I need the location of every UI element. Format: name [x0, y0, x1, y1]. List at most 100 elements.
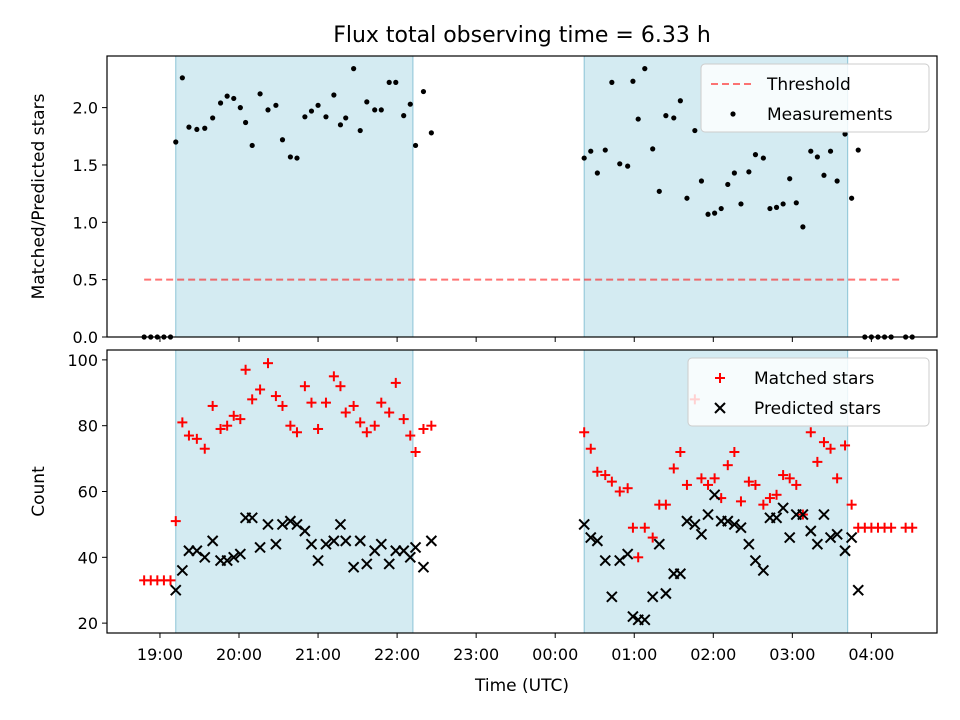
- matched-stars-point-70: [771, 489, 782, 500]
- measurements-point-7: [186, 124, 192, 130]
- x-tick-label-9: 04:00: [848, 645, 894, 664]
- measurements-point-79: [834, 178, 840, 184]
- predicted-stars-point-16-b: [284, 515, 297, 527]
- matched-stars-point-38: [405, 430, 416, 441]
- measurements-point-51: [642, 66, 648, 72]
- predicted-stars-point-40-b: [599, 554, 611, 567]
- predicted-stars-point-12: [254, 541, 266, 554]
- predicted-stars-point-38-b: [585, 531, 597, 544]
- predicted-stars-point-53: [689, 518, 701, 531]
- predicted-stars-point-36: [425, 535, 438, 547]
- matched-stars-point-30: [348, 400, 359, 411]
- matched-stars-point-59: [696, 473, 707, 484]
- predicted-stars-point-51: [674, 568, 687, 580]
- predicted-stars-point-33-b: [404, 551, 416, 564]
- predicted-stars-point-1: [176, 564, 189, 577]
- measurements-point-44: [594, 170, 600, 176]
- matched-stars-point-72: [784, 473, 795, 484]
- predicted-stars-point-58: [722, 515, 734, 527]
- legend-entry-matched-stars: Matched stars: [715, 369, 874, 389]
- x-axis-label: Time (UTC): [474, 676, 569, 696]
- matched-stars-point-34: [376, 397, 387, 408]
- matched-stars-point-20: [277, 400, 288, 411]
- x-tick-label-3: 22:00: [374, 645, 420, 664]
- predicted-stars-point-7-b: [221, 554, 233, 567]
- measurements-point-37: [401, 113, 407, 119]
- predicted-stars-point-69-b: [797, 508, 809, 521]
- predicted-stars-point-22: [328, 535, 340, 547]
- predicted-stars-point-52: [681, 515, 693, 527]
- predicted-stars-point-43-b: [621, 548, 634, 560]
- measurements-point-66: [746, 169, 752, 175]
- predicted-stars-point-0-b: [170, 584, 182, 596]
- measurements-point-52: [650, 146, 656, 152]
- matched-stars-point-43: [585, 443, 596, 454]
- matched-stars-point-48: [622, 483, 633, 494]
- predicted-stars-point-22-b: [328, 535, 340, 547]
- predicted-stars-point-43: [621, 548, 634, 560]
- matched-stars-point-61: [709, 473, 720, 484]
- x-tick-label-4: 23:00: [453, 645, 499, 664]
- predicted-stars-point-16: [284, 515, 297, 527]
- predicted-stars-point-55: [702, 508, 714, 521]
- legend-entry-predicted-stars: Predicted stars: [714, 399, 881, 419]
- predicted-stars-point-4: [199, 551, 211, 564]
- x-tick-label-1: 20:00: [216, 645, 262, 664]
- matched-stars-point-32: [361, 427, 372, 438]
- predicted-stars-point-25-b: [347, 561, 360, 573]
- legend-top: Threshold Measurements: [700, 63, 930, 133]
- predicted-stars-point-48-b: [653, 538, 665, 550]
- legend-bottom: Matched stars Predicted stars: [687, 357, 930, 427]
- legend-entry-measurements: Measurements: [730, 105, 893, 125]
- measurements-point-26: [323, 114, 329, 120]
- measurements-point-31: [357, 127, 363, 134]
- matched-stars-point-66: [743, 476, 754, 487]
- measurements-point-23: [302, 114, 308, 120]
- predicted-stars-point-55-b: [702, 508, 714, 521]
- predicted-stars-point-74: [831, 528, 843, 540]
- predicted-stars-point-39: [591, 535, 604, 547]
- observing-window-bottom-0: [175, 349, 414, 634]
- predicted-stars-point-62: [749, 554, 762, 567]
- predicted-stars-point-66: [777, 502, 789, 514]
- predicted-stars-point-41-b: [606, 591, 618, 603]
- measurements-point-17: [257, 91, 263, 97]
- legend-entry-threshold: Threshold: [711, 75, 851, 95]
- matched-stars-point-16: [247, 394, 258, 405]
- predicted-stars-point-46: [639, 614, 651, 626]
- predicted-stars-point-58-b: [722, 515, 734, 527]
- matched-stars-point-8: [191, 433, 202, 444]
- predicted-stars-point-19-b: [305, 538, 318, 550]
- measurements-point-42: [581, 155, 587, 161]
- count-panel: 20 40 60 80 100 19:00 20:00 21:00 22:00 23:00 00:0…: [29, 349, 938, 696]
- measurements-point-80: [842, 131, 848, 137]
- measurements-point-25: [315, 102, 321, 108]
- measurements-point-11: [217, 100, 224, 106]
- measurements-point-65: [738, 201, 744, 207]
- predicted-stars-point-72: [818, 508, 830, 521]
- predicted-stars-point-67: [784, 531, 796, 544]
- matched-stars-point-29: [340, 407, 351, 418]
- measurements-point-68: [760, 155, 766, 161]
- predicted-stars-point-65: [770, 512, 783, 524]
- y-tick-label-bottom-4: 100: [67, 351, 98, 370]
- measurements-point-64: [731, 170, 737, 176]
- predicted-stars-point-11: [246, 512, 258, 524]
- matched-stars-point-46: [606, 476, 617, 487]
- predicted-stars-point-73-b: [824, 531, 837, 544]
- y-axis-label-top: Matched/Predicted stars: [29, 93, 49, 299]
- matched-stars-point-55: [668, 463, 679, 474]
- measurements-point-81: [849, 195, 855, 201]
- measurements-point-13: [231, 95, 237, 102]
- measurements-point-55: [671, 115, 677, 121]
- measurements-point-61: [712, 210, 718, 216]
- predicted-stars-point-46-b: [639, 614, 651, 626]
- legend-entry-matched-stars-label: Matched stars: [754, 369, 874, 389]
- measurements-point-56: [677, 98, 683, 104]
- predicted-stars-point-25: [347, 561, 360, 573]
- legend-entry-predicted-stars-marker-b: [714, 402, 726, 414]
- matched-stars-point-19: [270, 391, 281, 402]
- axes-frame-top: [106, 55, 938, 338]
- predicted-stars-point-75: [839, 545, 851, 557]
- measurements-point-20: [279, 137, 286, 143]
